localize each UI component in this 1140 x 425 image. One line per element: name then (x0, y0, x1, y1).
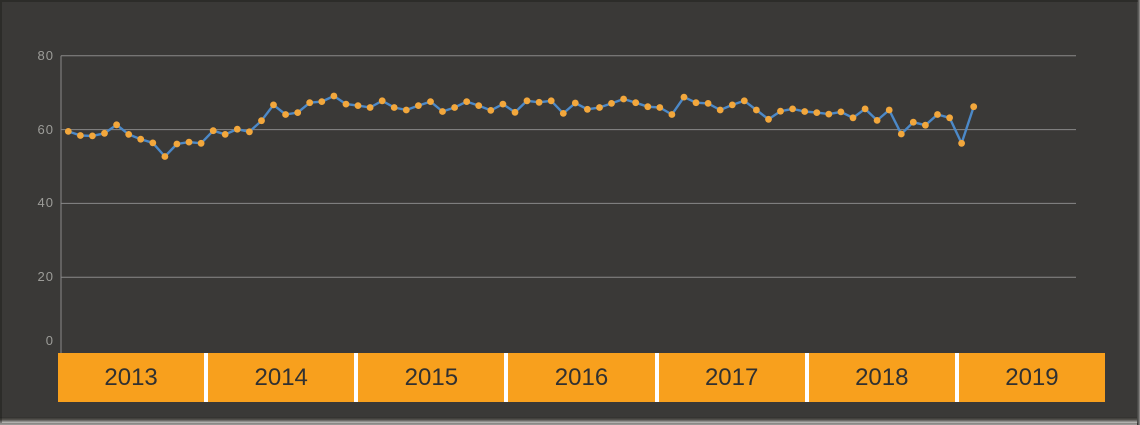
data-point-16 (258, 117, 265, 125)
y-tick-0: 0 (45, 333, 54, 348)
data-point-7 (149, 139, 157, 147)
data-point-8 (161, 153, 169, 160)
data-point-5 (125, 131, 133, 138)
data-point-67 (873, 117, 881, 124)
data-point-68 (885, 106, 893, 114)
data-point-74 (958, 139, 965, 147)
data-point-44 (596, 104, 603, 111)
data-point-73 (946, 114, 953, 122)
data-point-12 (209, 127, 217, 135)
data-point-38 (523, 97, 531, 105)
data-point-65 (849, 114, 857, 122)
data-point-30 (427, 98, 434, 105)
data-point-56 (740, 97, 748, 105)
year-cell-2018: 2018 (808, 353, 955, 402)
data-point-39 (535, 98, 543, 106)
year-axis-band: 2013 2014 2015 2016 2017 2018 2019 (58, 353, 1105, 402)
data-point-20 (306, 99, 314, 107)
data-point-75 (970, 103, 978, 111)
data-point-64 (837, 108, 845, 116)
data-point-48 (644, 103, 652, 111)
data-point-17 (270, 101, 277, 109)
y-tick-80: 80 (37, 47, 54, 63)
data-point-62 (813, 109, 821, 116)
data-point-71 (922, 121, 929, 129)
year-cell-2016: 2016 (508, 353, 655, 402)
data-point-40 (547, 97, 555, 105)
data-point-43 (584, 105, 591, 113)
y-tick-20: 20 (37, 269, 54, 285)
data-point-15 (246, 128, 253, 136)
data-point-69 (897, 130, 905, 138)
data-point-37 (511, 108, 519, 116)
data-point-0 (64, 127, 72, 135)
data-point-29 (415, 102, 422, 109)
data-point-11 (197, 139, 205, 147)
data-point-22 (330, 92, 338, 100)
data-point-53 (704, 100, 712, 107)
data-point-36 (499, 100, 507, 108)
data-point-3 (101, 129, 108, 137)
data-point-42 (571, 99, 579, 107)
y-tick-40: 40 (37, 195, 54, 211)
data-point-25 (366, 104, 374, 111)
data-point-32 (451, 104, 458, 111)
data-point-66 (861, 105, 869, 113)
data-point-50 (668, 111, 676, 118)
data-point-10 (185, 138, 193, 146)
data-point-41 (559, 110, 567, 117)
data-point-34 (475, 102, 483, 109)
data-point-55 (728, 101, 736, 109)
data-point-45 (608, 100, 615, 107)
data-point-31 (439, 108, 446, 115)
data-point-18 (282, 111, 289, 118)
data-point-4 (113, 121, 120, 129)
data-point-61 (801, 108, 809, 115)
data-point-21 (318, 98, 326, 105)
year-cell-2013: 2013 (58, 353, 205, 402)
data-point-2 (89, 132, 96, 140)
data-point-57 (753, 106, 760, 114)
y-tick-60: 60 (37, 121, 54, 137)
data-point-52 (692, 99, 700, 107)
data-point-6 (137, 135, 145, 143)
data-point-1 (77, 132, 84, 139)
data-point-58 (765, 115, 772, 123)
data-point-51 (680, 93, 688, 101)
data-point-70 (909, 118, 917, 126)
window-edge-right (1137, 0, 1140, 425)
data-point-24 (354, 102, 362, 109)
data-point-63 (825, 110, 833, 118)
data-point-47 (632, 99, 640, 107)
data-point-27 (390, 104, 398, 111)
data-point-26 (378, 97, 386, 105)
data-point-9 (173, 140, 181, 148)
data-point-13 (221, 131, 229, 138)
data-point-23 (342, 100, 350, 108)
year-cell-2015: 2015 (358, 353, 505, 402)
data-point-54 (716, 106, 724, 114)
data-point-72 (934, 111, 941, 118)
data-line (67, 94, 975, 158)
data-point-33 (463, 98, 471, 105)
data-point-14 (233, 125, 241, 133)
year-cell-2014: 2014 (208, 353, 355, 402)
data-point-19 (294, 109, 302, 116)
year-cell-2017: 2017 (658, 353, 805, 402)
data-point-35 (487, 107, 495, 114)
window-edge-bottom (0, 417, 1140, 425)
data-point-59 (777, 107, 784, 115)
data-point-28 (402, 106, 410, 114)
data-point-46 (620, 95, 627, 103)
data-point-60 (789, 105, 796, 113)
data-point-49 (656, 104, 664, 111)
year-cell-2019: 2019 (958, 353, 1105, 402)
